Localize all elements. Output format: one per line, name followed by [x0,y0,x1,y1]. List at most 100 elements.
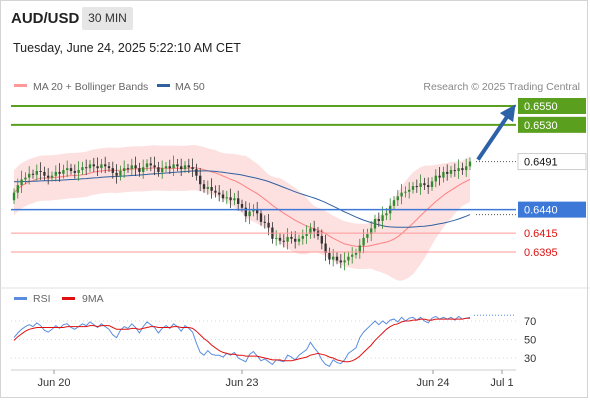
candle [168,159,171,175]
candle [20,170,23,194]
ma20-legend-label: MA 20 + Bollinger Bands [33,81,148,93]
candle [309,223,312,239]
candle-body [240,203,244,208]
candle-body [176,164,179,167]
candle [153,156,156,176]
candle [419,174,422,195]
ma50-legend-swatch [157,84,170,87]
candle [115,164,118,184]
candle-body [370,228,373,235]
candle-body [218,192,221,195]
candle-body [351,254,354,257]
candle [66,160,69,177]
level-label-bg [518,116,586,133]
candle-body [366,234,369,238]
candle [81,161,84,175]
candle [438,166,441,186]
rsi-ma-legend-swatch [62,297,75,300]
level-label-0-6440: 0.6440 [518,201,586,218]
candle-body [427,185,430,188]
candle-body [457,168,460,171]
candle [396,189,399,207]
ma50-line [13,170,471,228]
candle [58,163,61,182]
ma20-legend-swatch [14,84,27,87]
candle-body [20,179,23,186]
candle [343,251,346,271]
candle-body [461,168,464,171]
rsi-tick-label: 70 [524,316,536,328]
candle-body [339,260,342,263]
candle-body [168,166,171,169]
candle-body [199,175,202,185]
ma20-line [13,167,471,247]
candle-body [400,192,403,197]
candle-body [449,170,453,174]
candle [24,172,27,185]
candle [313,220,316,239]
candle [468,157,472,171]
candle [442,166,445,183]
time-tick-label: Jun 20 [37,377,70,389]
candle-body [161,168,164,172]
candle [423,177,426,190]
candle [100,159,103,173]
candle [214,185,217,198]
candle [339,253,342,269]
candle-body [54,171,57,176]
candle [123,160,126,178]
timeframe-badge[interactable]: 30 MIN [82,7,133,30]
candle-body [126,168,130,170]
candle-body [385,213,388,216]
candle [164,162,168,172]
level-label-0-6550: 0.6550 [518,98,586,114]
candle-body [278,237,282,241]
candle-body [423,183,426,186]
level-labels: 0.6550 0.6530 0.6491 0.6440 0.6415 0.6395 [517,98,587,259]
time-axis: Jun 20 Jun 23 Jun 24 Jul 1 [37,370,514,389]
candle-body [191,167,194,170]
candle [347,251,350,266]
candle-body [47,175,50,178]
candle [233,192,236,206]
candle [180,158,183,176]
candle [411,181,415,194]
candle [434,169,437,188]
candle [199,168,202,192]
candle [73,164,76,179]
candle [328,247,331,265]
candle-body [28,173,31,178]
level-label-text: 0.6491 [524,157,558,169]
candle [373,214,377,233]
credit-label: Research © 2025 Trading Central [423,81,580,93]
candle [358,238,361,259]
candle [54,165,57,182]
candle-body [81,167,84,171]
candle-body [145,163,149,168]
candle-body [16,185,19,193]
candle [263,215,266,229]
candle [259,209,263,226]
candle [161,160,164,179]
candle-body [39,170,42,172]
rsi-line [13,315,471,367]
candle-body [142,167,145,172]
candle [62,164,65,179]
candle-body [290,236,293,239]
candle-body [206,187,209,189]
time-tick-label: Jun 24 [416,377,449,389]
candle-body [373,219,377,229]
candle-body [43,171,46,176]
candle-body [195,169,198,176]
candle [183,161,187,173]
candle [96,157,99,177]
candle-body [358,245,361,253]
candle [297,234,301,246]
candle-body [85,167,88,169]
candle-body [134,165,137,169]
candle-body [24,177,27,180]
candle-body [107,166,111,169]
candle [206,180,209,195]
candle [400,183,403,205]
